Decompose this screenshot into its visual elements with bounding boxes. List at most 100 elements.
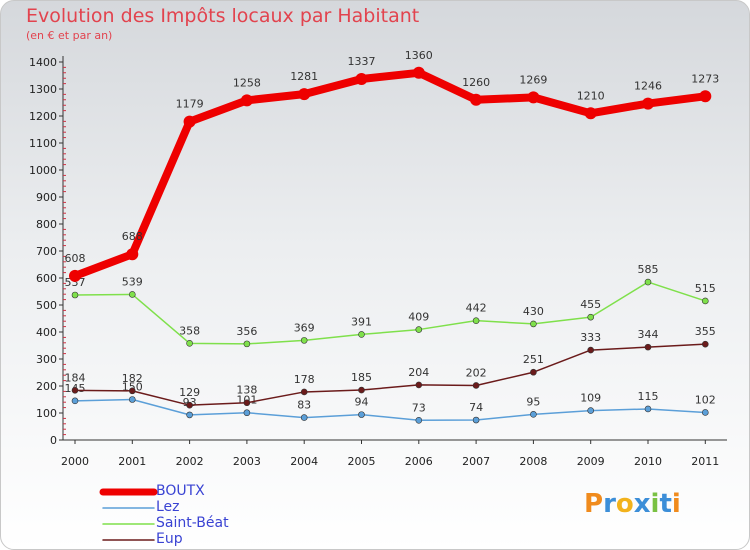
data-point [355,73,368,86]
data-label: 430 [523,305,544,318]
y-tick-label: 100 [36,407,57,420]
data-point [701,297,709,305]
data-label: 1273 [691,72,719,85]
data-point [186,340,193,347]
data-label: 83 [297,399,311,412]
y-tick-label: 600 [36,272,57,285]
logo-letter: P [584,489,604,519]
data-point [530,368,537,376]
data-label: 204 [408,366,429,379]
y-tick-label: 1200 [29,110,57,123]
data-label: 358 [179,324,200,337]
data-point [298,88,311,101]
data-label: 515 [695,282,716,295]
data-point [415,326,423,333]
y-tick-label: 400 [36,326,57,339]
y-tick-label: 700 [36,245,57,258]
data-label: 333 [580,331,601,344]
data-label: 178 [294,373,315,386]
data-label: 608 [65,252,86,265]
data-label: 442 [466,302,487,315]
y-tick-label: 300 [36,353,57,366]
data-point [300,414,308,421]
x-tick-label: 2001 [118,455,146,468]
data-label: 539 [122,275,143,288]
data-point [644,405,652,413]
data-point [644,343,652,351]
data-point [243,409,251,417]
data-point [71,291,79,299]
data-point [472,317,480,324]
data-label: 344 [638,328,659,341]
data-point [126,248,139,261]
data-label: 138 [236,384,257,397]
legend-label: Eup [156,531,183,547]
data-label: 455 [580,298,601,311]
logo-letter: x [633,489,651,519]
data-label: 185 [351,371,372,384]
data-label: 391 [351,315,372,328]
series-line-saint-b-at [74,281,707,345]
data-point [470,93,483,106]
x-tick-label: 2002 [176,455,204,468]
x-tick-label: 2006 [405,455,433,468]
series-line-eup [74,343,707,406]
data-label: 129 [179,386,200,399]
data-point [584,107,597,120]
data-label: 355 [695,325,716,338]
data-point [71,397,79,405]
y-tick-label: 500 [36,299,57,312]
data-label: 369 [294,321,315,334]
data-point [186,411,193,419]
data-point [587,313,595,321]
data-point [240,94,253,107]
data-point [129,291,136,298]
data-label: 102 [695,393,716,406]
data-label: 202 [466,366,487,379]
proxiti-logo: Proxiti [584,489,681,519]
legend-label: Lez [156,499,180,515]
data-label: 1210 [577,89,605,102]
data-point [472,382,480,389]
series-line-lez [74,398,707,422]
data-point [415,416,423,424]
data-label: 1179 [176,98,204,111]
data-label: 688 [122,230,143,243]
y-tick-label: 800 [36,218,57,231]
data-label: 1269 [519,73,547,86]
data-point [243,340,251,348]
data-point [701,340,709,348]
data-point [530,320,537,328]
data-label: 94 [355,396,369,409]
data-label: 1337 [348,55,376,68]
y-tick-label: 0 [50,434,57,447]
series-line-boutx [71,68,710,280]
y-tick-label: 1300 [29,83,57,96]
data-point [186,401,193,409]
data-label: 1281 [290,70,318,83]
data-point [472,416,480,424]
x-tick-label: 2000 [61,455,89,468]
y-tick-label: 1100 [29,137,57,150]
data-label: 537 [65,276,86,289]
data-point [701,409,709,416]
data-label: 184 [65,371,86,384]
data-label: 115 [638,390,659,403]
logo-letter: o [615,489,634,519]
data-point [358,331,365,338]
x-tick-label: 2005 [348,455,376,468]
chart-subtitle: (en € et par an) [26,29,113,42]
y-tick-label: 200 [36,380,57,393]
data-point [358,411,365,418]
data-label: 1258 [233,76,261,89]
y-tick-label: 1000 [29,164,57,177]
data-point [300,388,308,396]
data-label: 1260 [462,76,490,89]
data-label: 73 [412,401,426,414]
data-label: 109 [580,392,601,405]
data-point [699,90,712,103]
data-label: 1246 [634,80,662,93]
data-point [587,407,595,414]
logo-letter: i [671,489,681,519]
